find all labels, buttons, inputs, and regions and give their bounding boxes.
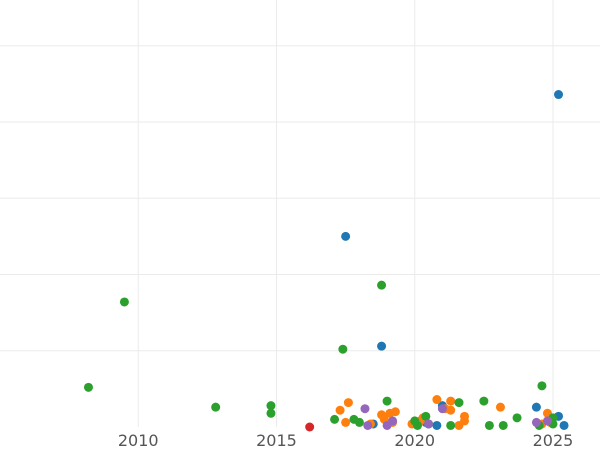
data-point-s0-5 xyxy=(559,420,569,430)
x-tick-label: 2010 xyxy=(118,431,159,450)
data-point-s0-0 xyxy=(341,231,351,241)
data-point-s1-19 xyxy=(495,402,505,412)
data-point-s2-16 xyxy=(454,398,464,408)
data-point-s4-6 xyxy=(531,417,541,427)
data-point-s0-1 xyxy=(377,341,387,351)
data-point-s2-2 xyxy=(211,402,221,412)
data-point-s2-0 xyxy=(83,382,93,392)
data-point-s4-7 xyxy=(542,416,552,426)
data-point-s0-6 xyxy=(554,90,564,100)
x-tick-label: 2020 xyxy=(394,431,435,450)
data-point-s2-3 xyxy=(266,401,276,411)
data-points xyxy=(83,90,569,432)
data-point-s2-12 xyxy=(410,416,420,426)
data-point-s1-12 xyxy=(432,395,442,405)
data-point-s2-5 xyxy=(330,414,340,424)
data-point-s2-17 xyxy=(479,396,489,406)
data-point-s1-15 xyxy=(446,396,456,406)
data-point-s4-5 xyxy=(437,404,447,414)
data-point-s4-0 xyxy=(360,404,370,414)
data-point-s1-1 xyxy=(343,398,353,408)
data-point-s2-8 xyxy=(354,417,364,427)
data-point-s2-15 xyxy=(446,420,456,430)
data-point-s1-0 xyxy=(335,405,345,415)
data-point-s2-22 xyxy=(537,381,547,391)
data-point-s4-3 xyxy=(388,416,398,426)
data-point-s1-14 xyxy=(446,405,456,415)
data-point-s4-4 xyxy=(424,419,434,429)
data-point-s1-2 xyxy=(341,417,351,427)
data-point-s4-1 xyxy=(363,420,373,430)
data-point-s2-19 xyxy=(498,420,508,430)
data-point-s2-13 xyxy=(421,411,431,421)
data-point-s0-3 xyxy=(531,402,541,412)
data-point-s2-18 xyxy=(484,420,494,430)
data-point-s2-1 xyxy=(119,297,129,307)
data-point-s1-18 xyxy=(460,411,470,421)
grid-lines xyxy=(0,0,600,427)
data-point-s2-20 xyxy=(512,413,522,423)
x-axis-tick-labels: 2010 2015 2020 2025 xyxy=(118,431,573,450)
x-tick-label: 2025 xyxy=(533,431,574,450)
data-point-s2-6 xyxy=(338,344,348,354)
data-point-s3-0 xyxy=(305,422,315,432)
data-point-s2-4 xyxy=(266,408,276,418)
x-tick-label: 2015 xyxy=(256,431,297,450)
data-point-s0-7 xyxy=(432,420,442,430)
data-point-s2-10 xyxy=(382,396,392,406)
data-point-s1-7 xyxy=(390,407,400,417)
data-point-s2-9 xyxy=(377,280,387,290)
